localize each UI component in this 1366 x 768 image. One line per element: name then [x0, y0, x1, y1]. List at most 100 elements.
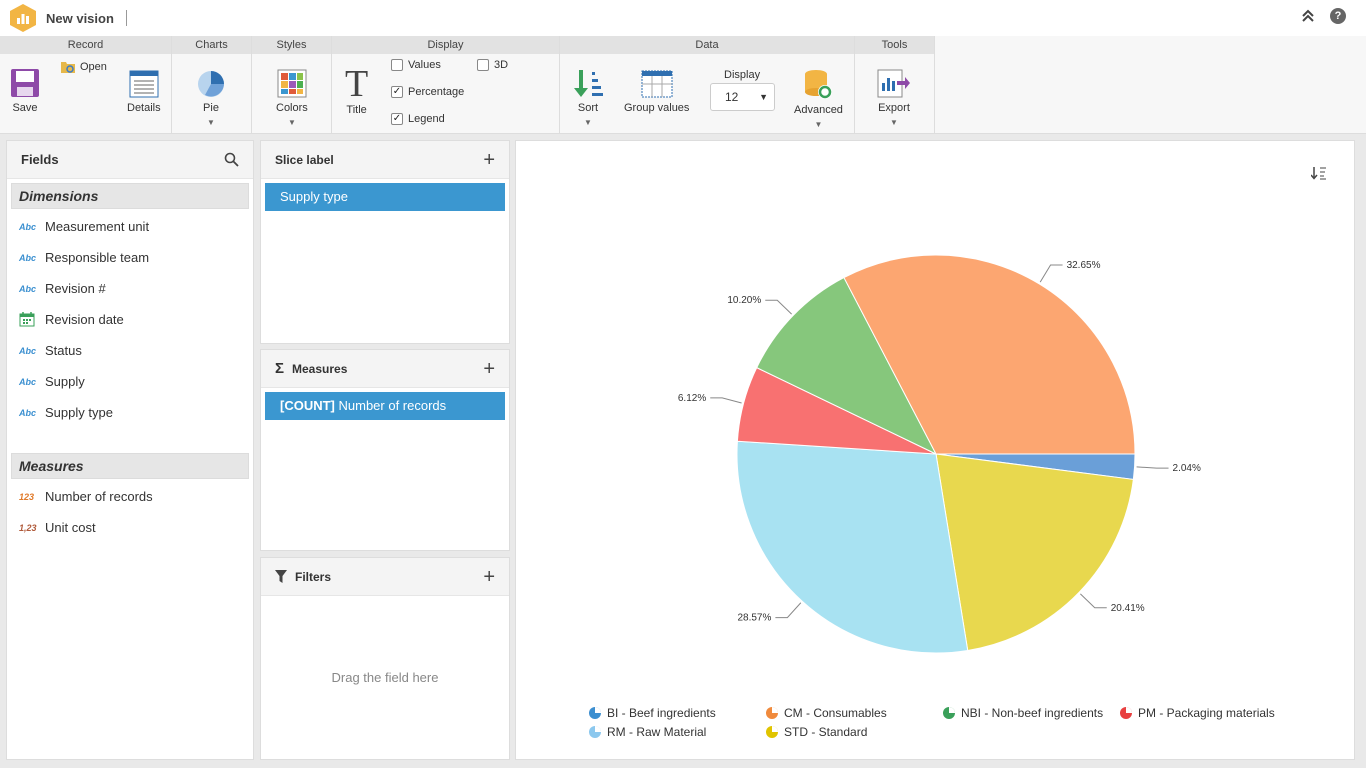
field-revision-number[interactable]: Abc Revision #	[7, 273, 253, 304]
title-separator	[125, 10, 127, 26]
help-icon[interactable]: ?	[1330, 8, 1346, 24]
colors-label: Colors	[276, 102, 308, 114]
field-revision-date[interactable]: Revision date	[7, 304, 253, 335]
field-supply-type[interactable]: Abc Supply type	[7, 397, 253, 428]
pie-chart-button[interactable]: Pie ▼	[195, 68, 227, 127]
legend-item[interactable]: CM - Consumables	[766, 706, 887, 720]
filters-panel-header: Filters +	[261, 558, 509, 596]
legend-label: PM - Packaging materials	[1138, 706, 1275, 720]
group-header-data: Data	[560, 36, 854, 54]
open-folder-icon	[61, 62, 75, 73]
app-logo-icon	[9, 3, 37, 33]
values-label: Values	[408, 59, 441, 71]
values-checkbox[interactable]: Values	[391, 59, 441, 71]
chevron-down-icon[interactable]: ▼	[207, 118, 215, 127]
measure-chip[interactable]: [COUNT] Number of records	[265, 392, 505, 420]
title-button[interactable]: T Title	[345, 63, 369, 116]
search-icon[interactable]	[224, 152, 239, 167]
field-label: Responsible team	[45, 250, 150, 265]
group-values-button[interactable]: Group values	[624, 70, 689, 114]
3d-checkbox-box[interactable]	[477, 59, 489, 71]
filters-panel: Filters + Drag the field here	[260, 557, 510, 760]
sort-button[interactable]: Sort ▼	[572, 68, 604, 127]
slice-label-panel: Slice label + Supply type	[260, 140, 510, 344]
field-number-of-records[interactable]: 123 Number of records	[7, 481, 253, 512]
pie-slice[interactable]	[935, 453, 1134, 652]
measure-aggregation: [COUNT]	[280, 398, 335, 413]
add-filter-icon[interactable]: +	[483, 565, 495, 588]
save-button[interactable]: Save	[10, 68, 40, 114]
add-measure-icon[interactable]: +	[483, 357, 495, 380]
legend-label: STD - Standard	[784, 725, 868, 739]
chevron-down-icon[interactable]: ▼	[287, 118, 296, 127]
text-type-icon: Abc	[19, 407, 37, 418]
text-type-icon: Abc	[19, 252, 37, 263]
pie-slice[interactable]	[756, 276, 938, 456]
calendar-icon	[19, 311, 45, 329]
slice-percent-label: 10.20%	[727, 295, 761, 306]
values-checkbox-box[interactable]	[391, 59, 403, 71]
field-unit-cost[interactable]: 1,23 Unit cost	[7, 512, 253, 543]
details-button[interactable]: Details	[127, 70, 161, 114]
percentage-checkbox[interactable]: ✓ Percentage	[391, 86, 464, 98]
legend-pie-icon	[1120, 707, 1132, 719]
slice-label-connector	[775, 602, 802, 619]
chart-panel: 2.04% 20.41% 28.57% 6.12% 10.20% 32.65% BI - …	[515, 140, 1355, 760]
sort-descending-icon[interactable]	[1311, 166, 1327, 180]
add-slice-label-icon[interactable]: +	[483, 148, 495, 171]
legend-item[interactable]: STD - Standard	[766, 725, 867, 739]
filters-drop-zone[interactable]: Drag the field here	[331, 670, 439, 685]
collapse-ribbon-icon[interactable]	[1302, 9, 1314, 23]
fields-panel-header: Fields	[7, 141, 253, 179]
integer-type-icon: 123	[19, 491, 35, 502]
export-label: Export	[878, 102, 910, 114]
legend-item[interactable]: BI - Beef ingredients	[589, 706, 716, 720]
open-button[interactable]: Open	[60, 60, 107, 74]
percentage-checkbox-box[interactable]: ✓	[391, 86, 403, 98]
legend-item[interactable]: RM - Raw Material	[589, 725, 706, 739]
export-button[interactable]: Export ▼	[877, 69, 911, 127]
ribbon-group-styles: Styles Colors ▼	[252, 36, 332, 133]
pie-slice[interactable]	[843, 254, 1136, 455]
ribbon-group-display: Display T Title Values 3D ✓ Percentage ✓…	[332, 36, 560, 133]
details-label: Details	[127, 102, 161, 114]
field-status[interactable]: Abc Status	[7, 335, 253, 366]
field-measurement-unit[interactable]: Abc Measurement unit	[7, 211, 253, 242]
field-responsible-team[interactable]: Abc Responsible team	[7, 242, 253, 273]
group-header-record: Record	[0, 36, 171, 54]
legend-checkbox[interactable]: ✓ Legend	[391, 113, 445, 125]
chevron-down-icon[interactable]: ▼	[890, 118, 898, 127]
legend-item[interactable]: PM - Packaging materials	[1120, 706, 1275, 720]
legend-label: RM - Raw Material	[607, 725, 707, 739]
text-type-icon: Abc	[19, 376, 37, 387]
color-palette-icon	[277, 69, 307, 98]
legend-pie-icon	[589, 726, 601, 738]
legend-pie-icon	[766, 707, 778, 719]
field-label: Supply	[45, 374, 85, 389]
measures-panel: Σ Measures + [COUNT] Number of records	[260, 349, 510, 551]
title-text-icon: T	[345, 63, 369, 105]
advanced-button[interactable]: Advanced ▼	[794, 68, 843, 129]
chevron-down-icon[interactable]: ▼	[584, 118, 592, 127]
text-type-icon: Abc	[19, 345, 37, 356]
colors-button[interactable]: Colors ▼	[276, 69, 308, 127]
measures-panel-header: Σ Measures +	[261, 350, 509, 388]
legend-checkbox-box[interactable]: ✓	[391, 113, 403, 125]
slice-label-title: Slice label	[275, 152, 334, 167]
display-count-select[interactable]: 12 ▼	[710, 83, 775, 111]
chevron-down-icon[interactable]: ▼	[814, 120, 823, 129]
measures-list: 123 Number of records 1,23 Unit cost	[7, 479, 253, 543]
legend-item[interactable]: NBI - Non-beef ingredients	[943, 706, 1103, 720]
field-supply[interactable]: Abc Supply	[7, 366, 253, 397]
pie-slice[interactable]	[736, 440, 969, 654]
legend-label: BI - Beef ingredients	[607, 706, 716, 720]
title-label: Title	[346, 104, 367, 116]
group-header-charts: Charts	[172, 36, 251, 54]
slice-label-chip[interactable]: Supply type	[265, 183, 505, 211]
legend-label: Legend	[408, 113, 445, 125]
field-label: Revision #	[45, 281, 106, 296]
field-label: Unit cost	[45, 520, 96, 535]
3d-checkbox[interactable]: 3D	[477, 59, 508, 71]
slice-label-connector	[1080, 593, 1107, 609]
app-title: New vision	[46, 10, 114, 26]
